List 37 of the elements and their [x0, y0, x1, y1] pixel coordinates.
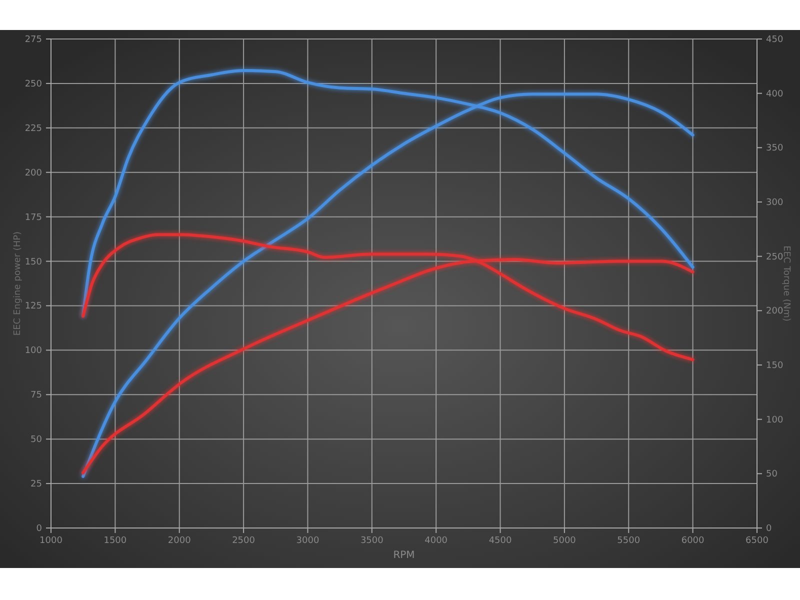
x-tick-label: 4500: [488, 536, 512, 546]
y2-tick-label: 50: [766, 470, 778, 480]
x-tick-label: 2000: [168, 536, 192, 546]
y2-tick-label: 450: [766, 35, 784, 45]
x-tick-label: 6500: [746, 536, 769, 546]
x-tick-label: 5500: [617, 536, 640, 546]
y-tick-label: 250: [24, 79, 42, 90]
y-tick-label: 150: [24, 257, 42, 268]
y-tick-label: 200: [24, 168, 42, 178]
y2-axis-title: EEC Torque (Nm): [781, 246, 791, 322]
y-tick-label: 275: [24, 35, 42, 45]
y-tick-label: 225: [24, 124, 42, 134]
x-tick-label: 1500: [104, 536, 127, 546]
y-tick-label: 25: [30, 480, 42, 490]
y2-tick-label: 350: [766, 144, 784, 154]
x-tick-label: 2500: [232, 536, 256, 546]
x-tick-label: 3000: [296, 536, 320, 546]
x-tick-label: 3500: [360, 536, 384, 546]
y-tick-label: 75: [30, 390, 42, 401]
y2-tick-label: 250: [766, 252, 784, 262]
x-tick-label: 4000: [424, 536, 448, 546]
y-axis-title: EEC Engine power (HP): [13, 231, 23, 336]
y-tick-label: 100: [24, 346, 42, 356]
y-tick-label: 50: [30, 435, 42, 446]
y-tick-label: 175: [24, 212, 42, 223]
y-tick-label: 0: [36, 524, 42, 534]
y-tick-label: 125: [24, 302, 42, 312]
x-axis-title: RPM: [393, 550, 415, 561]
y2-tick-label: 150: [766, 361, 784, 371]
y2-tick-label: 300: [766, 198, 784, 208]
x-tick-label: 1000: [40, 536, 63, 546]
x-tick-label: 6000: [681, 536, 705, 546]
y2-tick-label: 100: [766, 415, 784, 426]
x-tick-label: 5000: [553, 536, 576, 546]
y2-tick-label: 200: [766, 306, 784, 317]
y2-tick-label: 0: [766, 524, 772, 534]
y2-tick-label: 400: [766, 89, 784, 100]
